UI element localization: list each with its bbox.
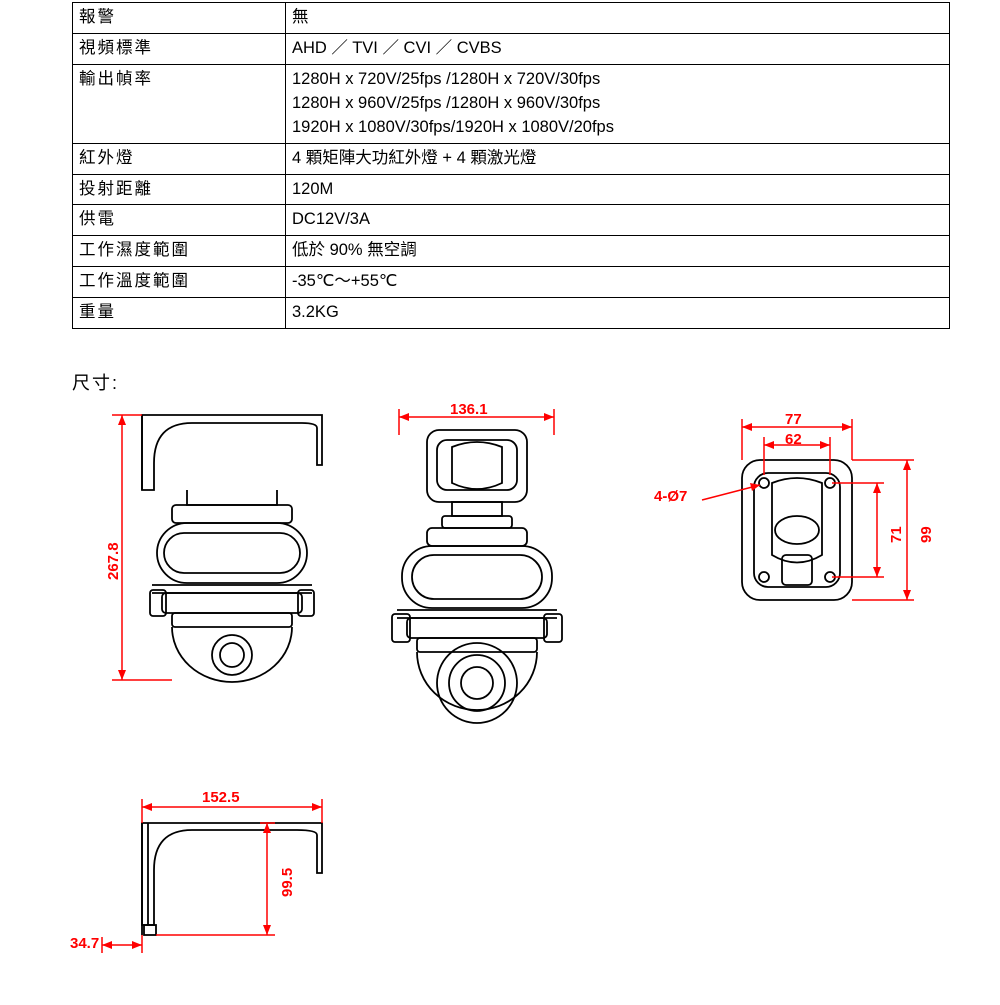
table-row: 工作濕度範圍低於 90% 無空調 [73, 236, 950, 267]
spec-value: 低於 90% 無空調 [286, 236, 950, 267]
front-view-drawing [362, 405, 592, 735]
dim-bracket-left: 34.7 [70, 935, 99, 952]
table-row: 工作溫度範圍-35℃～+55℃ [73, 267, 950, 298]
dimension-drawings: 267.8 [72, 405, 972, 1005]
spec-value: 4 顆矩陣大功紅外燈 + 4 顆激光燈 [286, 143, 950, 174]
spec-label: 報警 [73, 3, 286, 34]
spec-value: 無 [286, 3, 950, 34]
table-row: 輸出幀率1280H x 720V/25fps /1280H x 720V/30f… [73, 64, 950, 143]
table-row: 報警無 [73, 3, 950, 34]
spec-value: 1280H x 720V/25fps /1280H x 720V/30fps12… [286, 64, 950, 143]
spec-table: 報警無視頻標準AHD ／ TVI ／ CVI ／ CVBS輸出幀率1280H x… [72, 2, 950, 329]
dim-hole-note: 4-Ø7 [654, 488, 687, 505]
spec-label: 視頻標準 [73, 33, 286, 64]
dim-bracket-width: 152.5 [202, 789, 240, 806]
dimensions-title: 尺寸: [72, 369, 950, 395]
spec-label: 供電 [73, 205, 286, 236]
spec-label: 工作溫度範圍 [73, 267, 286, 298]
spec-label: 工作濕度範圍 [73, 236, 286, 267]
dim-mount-outer-w: 77 [785, 411, 802, 428]
dim-side-height: 267.8 [105, 543, 122, 581]
table-row: 重量3.2KG [73, 298, 950, 329]
spec-value: 120M [286, 174, 950, 205]
spec-value: -35℃～+55℃ [286, 267, 950, 298]
dim-mount-outer-h: 99 [918, 526, 935, 543]
dim-mount-inner-w: 62 [785, 431, 802, 448]
spec-label: 輸出幀率 [73, 64, 286, 143]
mount-plate-drawing [662, 405, 962, 645]
table-row: 供電DC12V/3A [73, 205, 950, 236]
dim-front-width: 136.1 [450, 401, 488, 418]
spec-label: 投射距離 [73, 174, 286, 205]
table-row: 紅外燈4 顆矩陣大功紅外燈 + 4 顆激光燈 [73, 143, 950, 174]
bracket-drawing [72, 785, 342, 985]
spec-value: AHD ／ TVI ／ CVI ／ CVBS [286, 33, 950, 64]
table-row: 投射距離120M [73, 174, 950, 205]
spec-value: 3.2KG [286, 298, 950, 329]
spec-label: 紅外燈 [73, 143, 286, 174]
dim-bracket-height: 99.5 [279, 868, 296, 897]
spec-value: DC12V/3A [286, 205, 950, 236]
dim-mount-inner-h: 71 [888, 526, 905, 543]
spec-label: 重量 [73, 298, 286, 329]
table-row: 視頻標準AHD ／ TVI ／ CVI ／ CVBS [73, 33, 950, 64]
